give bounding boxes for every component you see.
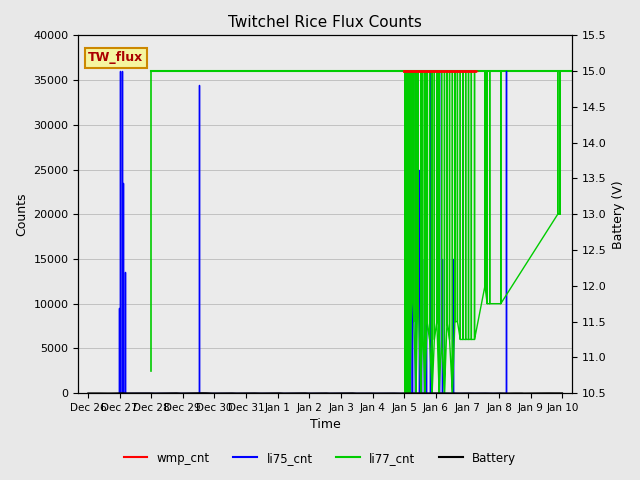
Legend: wmp_cnt, li75_cnt, li77_cnt, Battery: wmp_cnt, li75_cnt, li77_cnt, Battery [119,447,521,469]
Y-axis label: Counts: Counts [15,192,28,236]
Title: Twitchel Rice Flux Counts: Twitchel Rice Flux Counts [228,15,422,30]
X-axis label: Time: Time [310,419,340,432]
Text: TW_flux: TW_flux [88,51,143,64]
Y-axis label: Battery (V): Battery (V) [612,180,625,249]
